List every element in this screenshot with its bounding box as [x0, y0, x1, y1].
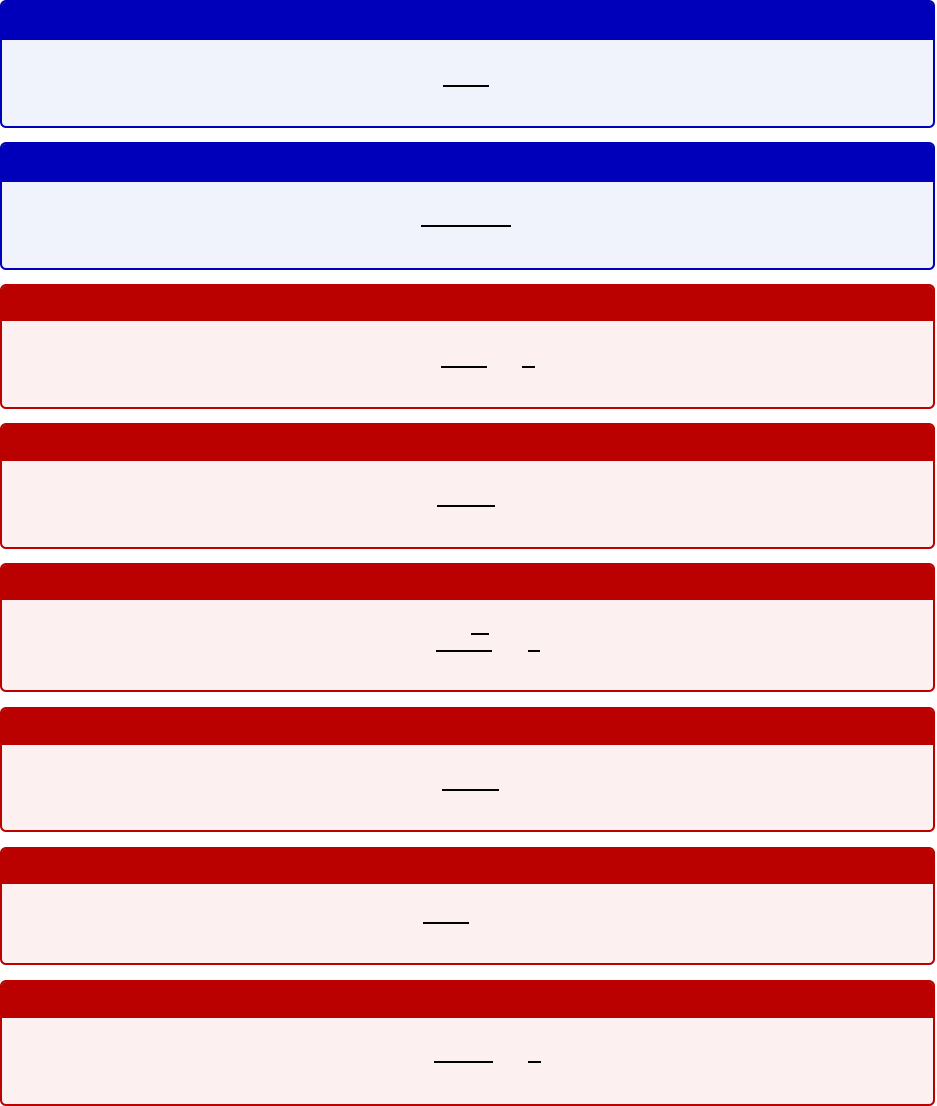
- box-title-bar: [2, 565, 933, 600]
- box-title-bar: [2, 982, 933, 1018]
- blue-box: [0, 0, 935, 128]
- box-title-bar: [2, 144, 933, 182]
- fraction-bar: [441, 366, 487, 368]
- fraction-bar: [421, 225, 511, 227]
- box-title-bar: [2, 425, 933, 461]
- fraction-bar: [437, 505, 495, 507]
- fraction-bar: [436, 650, 492, 652]
- fraction-bar: [471, 633, 489, 635]
- red-box: [0, 284, 935, 409]
- box-title-bar: [2, 709, 933, 745]
- red-box: [0, 423, 935, 549]
- fraction-bar: [442, 789, 499, 791]
- fraction-bar: [522, 366, 535, 368]
- box-title-bar: [2, 286, 933, 321]
- blue-box: [0, 142, 935, 270]
- fraction-bar: [528, 650, 540, 652]
- red-box: [0, 980, 935, 1106]
- fraction-bar: [423, 922, 469, 924]
- fraction-bar: [434, 1061, 493, 1063]
- red-box: [0, 847, 935, 965]
- fraction-bar: [443, 85, 489, 87]
- box-title-bar: [2, 2, 933, 40]
- fraction-bar: [528, 1061, 541, 1063]
- box-title-bar: [2, 849, 933, 884]
- red-box: [0, 563, 935, 692]
- red-box: [0, 707, 935, 832]
